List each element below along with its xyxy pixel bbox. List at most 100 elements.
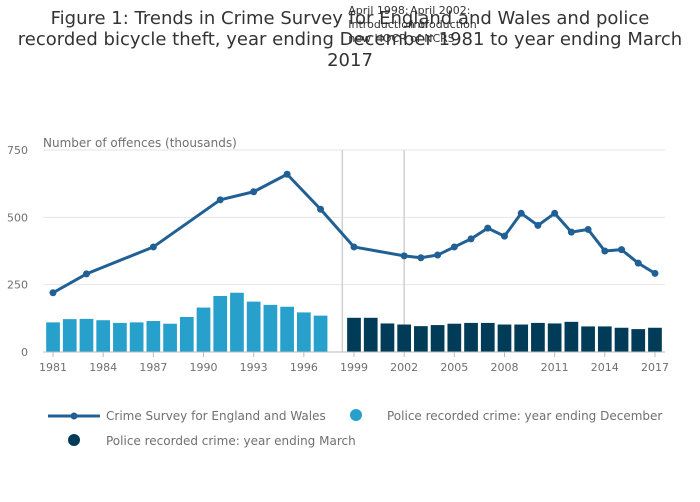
point-csew-2017[interactable] [651, 269, 659, 277]
legend-label-december: Police recorded crime: year ending Decem… [387, 409, 662, 423]
x-tick-label: 2008 [490, 361, 518, 374]
x-tick-label: 1981 [39, 361, 67, 374]
bar-december-1994[interactable] [263, 304, 278, 352]
point-csew-2012[interactable] [567, 228, 575, 236]
bar-december-1986[interactable] [129, 322, 144, 352]
x-tick-label: 1999 [340, 361, 368, 374]
point-csew-2005[interactable] [450, 243, 458, 251]
bar-december-1993[interactable] [246, 301, 261, 352]
annotation-2-line-2: Introduction [410, 18, 477, 31]
bar-march-2009[interactable] [514, 324, 529, 352]
point-csew-2006[interactable] [467, 235, 475, 243]
bar-december-1990[interactable] [196, 307, 211, 352]
x-tick-label: 2002 [390, 361, 418, 374]
legend-item-csew[interactable]: Crime Survey for England and Wales [48, 409, 326, 423]
x-tick-label: 1984 [89, 361, 117, 374]
point-csew-2010[interactable] [534, 221, 542, 229]
point-csew-1987[interactable] [149, 243, 157, 251]
x-tick-label: 1987 [139, 361, 167, 374]
bar-december-1981[interactable] [46, 322, 60, 352]
bar-march-2017[interactable] [648, 327, 662, 352]
legend-label-csew: Crime Survey for England and Wales [106, 409, 326, 423]
bar-march-2016[interactable] [631, 329, 646, 352]
bar-march-2005[interactable] [447, 323, 462, 352]
bar-march-2011[interactable] [547, 323, 562, 352]
annotation-2-line-3: of NCRS [410, 32, 455, 45]
annotation-2-line-1: April 2002: [410, 4, 470, 17]
y-tick-label: 250 [7, 279, 28, 292]
point-csew-2004[interactable] [434, 251, 442, 259]
bar-march-2002[interactable] [397, 324, 412, 352]
bars [46, 292, 662, 352]
gridlines [43, 149, 665, 286]
point-csew-1999[interactable] [350, 243, 358, 251]
bar-december-1982[interactable] [62, 319, 77, 352]
bar-march-2004[interactable] [430, 325, 445, 352]
x-tick-label: 2014 [591, 361, 619, 374]
x-tick-label: 2011 [541, 361, 569, 374]
legend-label-march: Police recorded crime: year ending March [106, 434, 356, 448]
point-csew-1981[interactable] [49, 289, 57, 297]
bar-march-2003[interactable] [414, 326, 428, 352]
bar-december-1985[interactable] [113, 322, 127, 352]
y-axis-label: Number of offences (thousands) [43, 136, 237, 150]
bar-december-1991[interactable] [213, 295, 228, 352]
bar-december-1988[interactable] [163, 323, 177, 352]
x-tick-label: 2017 [641, 361, 669, 374]
point-csew-1983[interactable] [82, 270, 90, 278]
bar-march-2013[interactable] [581, 326, 595, 352]
bar-december-1995[interactable] [280, 306, 294, 352]
point-csew-1995[interactable] [283, 170, 291, 178]
bar-march-1999[interactable] [347, 317, 361, 352]
annotation-1-line-1: April 1998: [348, 4, 408, 17]
bar-december-1997[interactable] [313, 315, 328, 352]
point-csew-2013[interactable] [584, 225, 592, 233]
bar-december-1984[interactable] [96, 320, 111, 352]
point-csew-2009[interactable] [517, 209, 525, 217]
legend-swatch-march [68, 434, 80, 446]
bar-march-2006[interactable] [464, 322, 478, 352]
csew-line [49, 170, 659, 297]
chart-title-line-2: recorded bicycle theft, year ending Dece… [18, 29, 682, 50]
y-tick-label: 750 [7, 144, 28, 157]
bar-march-2008[interactable] [497, 324, 512, 352]
bar-march-2012[interactable] [564, 321, 579, 352]
legend-item-december[interactable]: Police recorded crime: year ending Decem… [350, 409, 662, 423]
axes: 0 250 500 750 1981 1984 1987 1990 1993 1996 1999 20… [7, 144, 669, 374]
bar-march-2015[interactable] [614, 327, 629, 352]
x-tick-label: 1993 [240, 361, 268, 374]
annotation-1-line-3: new HOCR [348, 32, 407, 45]
bar-march-2014[interactable] [597, 326, 612, 352]
bar-december-1987[interactable] [146, 321, 161, 352]
legend-swatch-december [350, 409, 362, 421]
x-tick-label: 1996 [290, 361, 318, 374]
legend-item-march[interactable]: Police recorded crime: year ending March [68, 434, 356, 448]
chart-title-line-3: 2017 [327, 50, 373, 71]
point-csew-2003[interactable] [417, 254, 425, 262]
point-csew-2011[interactable] [551, 209, 559, 217]
bar-december-1992[interactable] [230, 292, 244, 352]
point-csew-2008[interactable] [500, 232, 508, 240]
annotation-lines [341, 150, 405, 352]
bar-december-1989[interactable] [179, 316, 194, 352]
y-tick-label: 0 [21, 346, 28, 359]
annotation-1-line-2: Introduction of [348, 18, 430, 31]
point-csew-2015[interactable] [618, 246, 626, 254]
bar-december-1983[interactable] [79, 318, 94, 352]
point-csew-2014[interactable] [601, 247, 609, 255]
point-csew-2016[interactable] [634, 259, 642, 267]
point-csew-2007[interactable] [484, 224, 492, 232]
point-csew-2002[interactable] [400, 252, 408, 260]
bar-december-1996[interactable] [296, 312, 311, 352]
x-tick-label: 1990 [190, 361, 218, 374]
bar-march-2001[interactable] [380, 323, 395, 352]
y-tick-label: 500 [7, 211, 28, 224]
bar-march-2007[interactable] [480, 322, 495, 352]
bar-march-2000[interactable] [363, 317, 378, 352]
point-csew-1991[interactable] [216, 196, 224, 204]
point-csew-1993[interactable] [250, 188, 258, 196]
bar-march-2010[interactable] [531, 322, 545, 352]
point-csew-1997[interactable] [317, 205, 325, 213]
